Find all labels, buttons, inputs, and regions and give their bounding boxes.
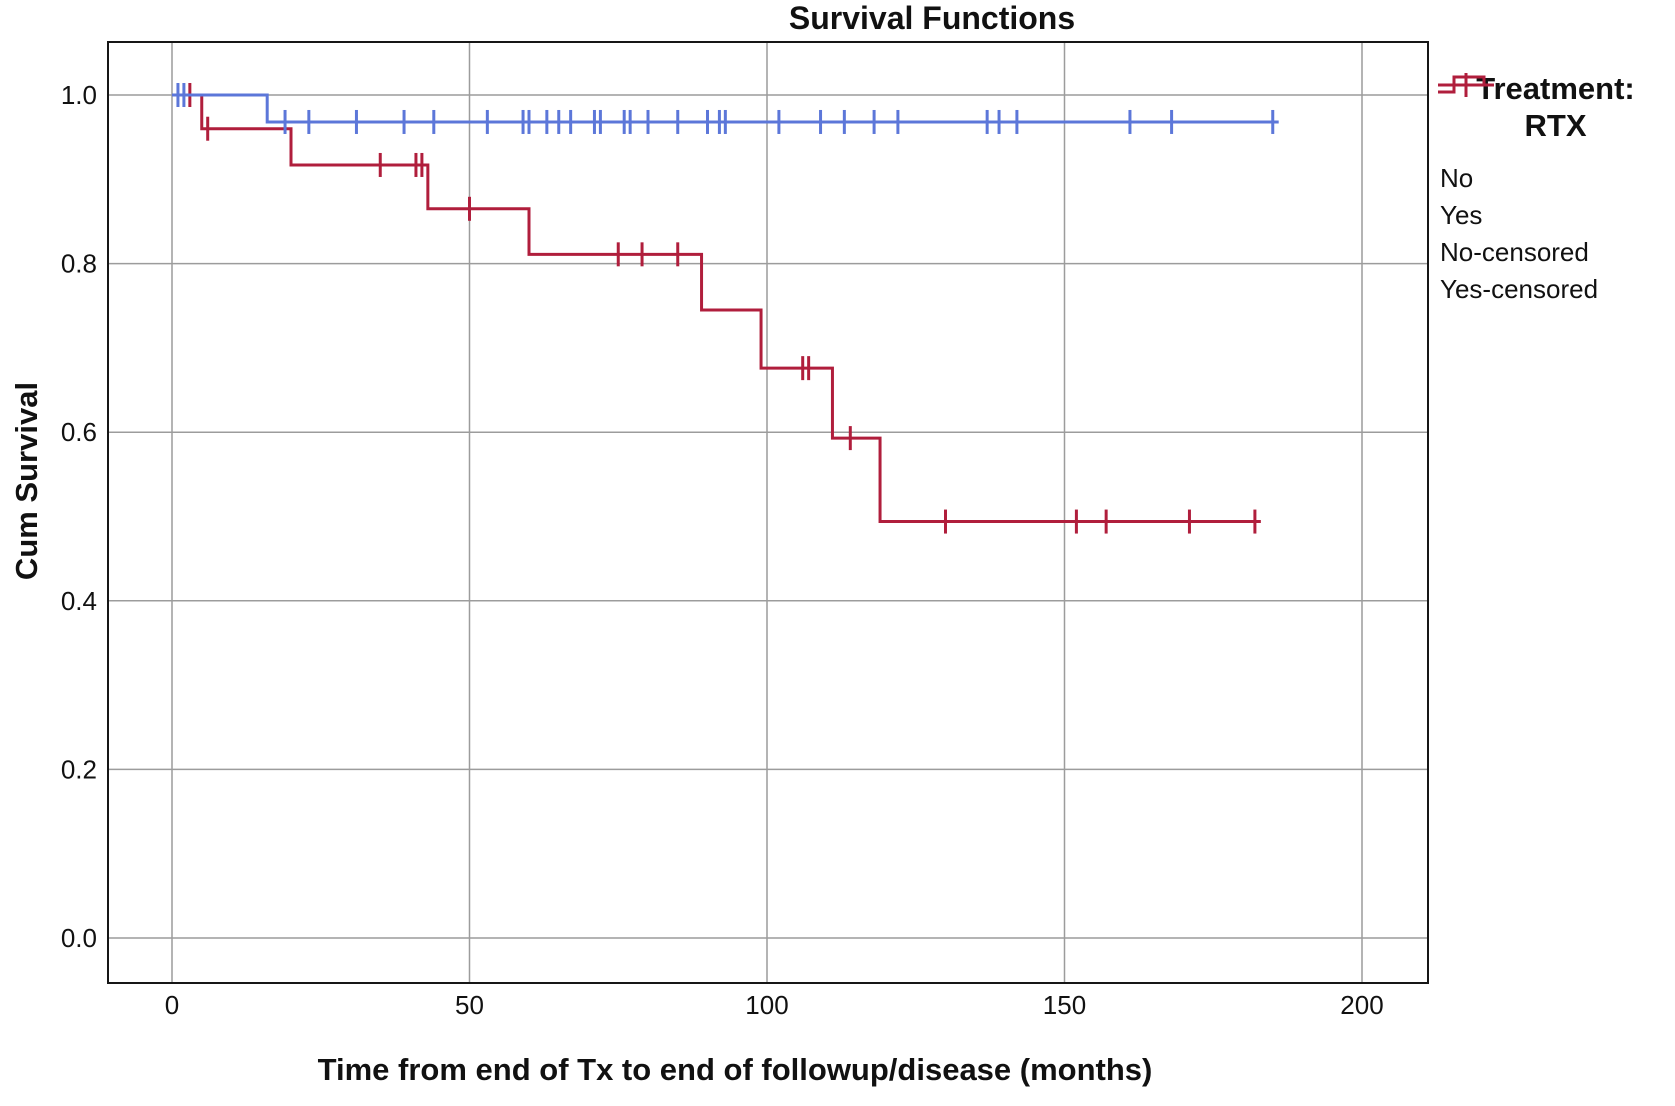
- y-tick-label: 1.0: [61, 80, 97, 110]
- plot-frame: [107, 41, 1429, 984]
- legend-item-yes-censored: Yes-censored: [1436, 73, 1675, 308]
- x-axis-title: Time from end of Tx to end of followup/d…: [317, 1052, 1153, 1087]
- x-tick-label: 100: [745, 990, 788, 1020]
- y-axis-title: Cum Survival: [9, 381, 44, 581]
- legend-item-no: No: [1436, 75, 1675, 197]
- x-tick-label: 0: [165, 990, 179, 1020]
- step-line-icon: [1438, 75, 1486, 94]
- legend-title-line1: Treatment:: [1476, 71, 1635, 106]
- x-tick-label: 150: [1043, 990, 1086, 1020]
- y-tick-label: 0.2: [61, 754, 97, 784]
- censored-plus-icon: [1438, 73, 1494, 97]
- legend: Treatment: RTX No Yes No-censored Yes-censo…: [1436, 70, 1675, 308]
- km-curve-yes: [172, 93, 1261, 524]
- x-tick-label: 50: [455, 990, 484, 1020]
- legend-item-label: No: [1440, 163, 1474, 193]
- chart-title: Survival Functions: [788, 0, 1076, 36]
- legend-item-label: Yes-censored: [1440, 274, 1599, 304]
- legend-item-label: Yes: [1440, 200, 1483, 230]
- x-tick-label: 200: [1340, 990, 1383, 1020]
- legend-title: Treatment: RTX: [1436, 70, 1675, 144]
- legend-title-line2: RTX: [1524, 108, 1587, 143]
- y-tick-label: 0.4: [61, 586, 97, 616]
- y-tick-label: 0.6: [61, 417, 97, 447]
- legend-item-yes: Yes: [1436, 75, 1675, 234]
- legend-item-no-censored: No-censored: [1436, 73, 1675, 271]
- y-tick-label: 0.8: [61, 249, 97, 279]
- y-tick-label: 0.0: [61, 923, 97, 953]
- legend-item-label: No-censored: [1440, 237, 1589, 267]
- km-curve-no: [172, 93, 1279, 124]
- legend-items: No Yes No-censored Yes-censored: [1436, 73, 1675, 308]
